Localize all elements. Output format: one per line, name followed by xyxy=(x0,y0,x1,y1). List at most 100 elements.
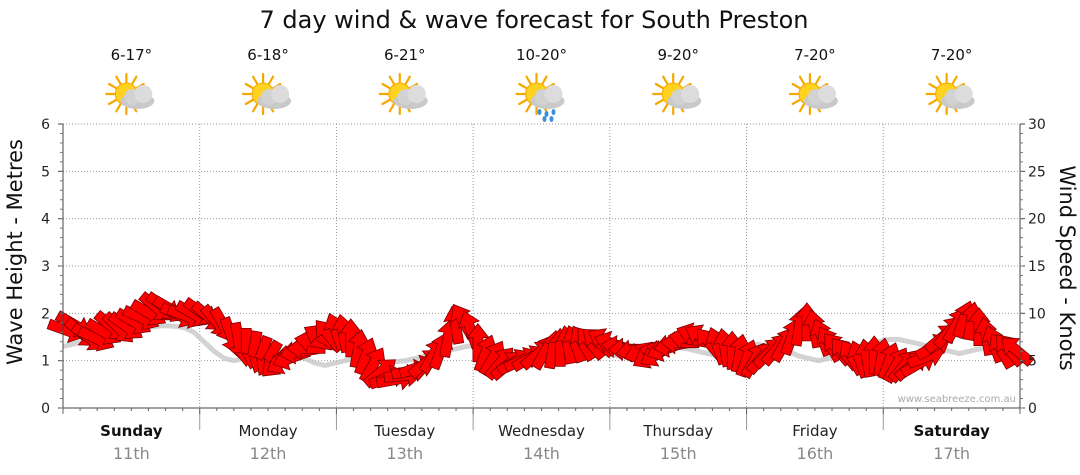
y-axis-right-ticks: 0 5 10 15 20 25 30 xyxy=(1020,117,1046,417)
cloud-puff xyxy=(544,85,563,103)
sun-ray xyxy=(935,103,942,113)
sun-ray xyxy=(404,75,411,85)
sun-ray xyxy=(131,75,138,85)
sun-ray xyxy=(388,103,395,113)
cloud-puff xyxy=(271,85,290,103)
y-right-tick-label: 30 xyxy=(1028,117,1046,133)
sun-ray xyxy=(798,103,806,113)
sun-ray xyxy=(798,75,806,85)
rain-drop xyxy=(542,116,547,122)
temperature-row: 6-17° 6-18° 6-21° 10-20° 9-20° 7-20° 7-20° xyxy=(111,46,973,64)
day-temperature: 6-21° xyxy=(384,46,426,64)
rain-drop xyxy=(544,111,549,117)
day-name-label: Tuesday xyxy=(373,422,435,440)
y-left-tick-label: 4 xyxy=(41,212,50,228)
cloud-puff xyxy=(817,85,836,103)
rain-drop xyxy=(551,109,556,115)
day-date-label: 17th xyxy=(933,444,970,463)
y-right-tick-label: 20 xyxy=(1028,212,1046,228)
sun-ray xyxy=(388,75,395,85)
sun-ray xyxy=(267,75,275,85)
day-name-label: Friday xyxy=(792,422,838,440)
weather-icon-row xyxy=(105,72,975,122)
sun-ray xyxy=(935,75,942,85)
day-date-label: 11th xyxy=(113,444,150,463)
day-name-label: Thursday xyxy=(642,422,713,440)
rain-drop xyxy=(549,116,554,122)
sun-ray xyxy=(662,103,669,113)
cloud-puff xyxy=(407,85,426,103)
cloud-puff xyxy=(134,85,153,103)
cloud-puff xyxy=(954,85,973,103)
y-axis-left-title: Wave Height - Metres xyxy=(3,139,27,365)
y-left-tick-label: 0 xyxy=(41,401,50,417)
sun-ray xyxy=(381,98,391,106)
watermark: www.seabreeze.com.au xyxy=(898,394,1016,405)
day-temperature: 6-17° xyxy=(111,46,153,64)
y-left-tick-label: 1 xyxy=(41,354,50,370)
y-left-tick-label: 6 xyxy=(41,117,50,133)
sun-ray xyxy=(115,75,122,85)
day-name-label: Wednesday xyxy=(498,422,585,440)
day-date-label: 13th xyxy=(386,444,423,463)
sun-ray xyxy=(251,75,259,85)
sun-ray xyxy=(928,98,938,106)
y-left-tick-label: 2 xyxy=(41,306,50,322)
chart-title: 7 day wind & wave forecast for South Pre… xyxy=(260,6,809,34)
axes xyxy=(62,124,1021,430)
partly-cloudy-icon xyxy=(105,72,155,116)
sun-ray xyxy=(951,75,958,85)
sun-ray xyxy=(791,82,801,90)
sun-ray xyxy=(518,98,528,106)
sun-ray xyxy=(654,82,664,90)
day-name-label: Sunday xyxy=(100,422,163,440)
y-right-tick-label: 15 xyxy=(1028,259,1046,275)
sun-ray xyxy=(525,103,532,113)
y-axis-left-ticks: 0 1 2 3 4 5 6 xyxy=(41,117,63,417)
y-left-tick-label: 5 xyxy=(41,164,50,180)
day-temperature: 10-20° xyxy=(516,46,567,64)
sun-ray xyxy=(107,98,118,106)
partly-cloudy-icon xyxy=(241,72,292,116)
partly-cloudy-icon xyxy=(378,72,428,116)
partly-cloudy-icon xyxy=(788,72,838,116)
day-date-label: 16th xyxy=(797,444,834,463)
day-date-label: 12th xyxy=(250,444,287,463)
sun-ray xyxy=(791,98,801,106)
partly-cloudy-icon xyxy=(925,72,975,116)
y-axis-right-title: Wind Speed - Knots xyxy=(1055,165,1079,370)
day-temperature: 9-20° xyxy=(657,46,699,64)
sun-ray xyxy=(814,75,822,85)
y-right-tick-label: 25 xyxy=(1028,164,1046,180)
y-right-tick-label: 5 xyxy=(1028,354,1037,370)
partly-cloudy-icon xyxy=(652,72,702,116)
sun-ray xyxy=(541,75,548,85)
day-temperature: 7-20° xyxy=(931,46,973,64)
wind-arrow-series xyxy=(46,291,1035,391)
sun-ray xyxy=(525,75,532,85)
day-temperature: 7-20° xyxy=(794,46,836,64)
day-labels: Sunday 11th Monday 12th Tuesday 13th Wednesday… xyxy=(100,422,990,463)
y-right-tick-label: 10 xyxy=(1028,306,1046,322)
day-date-label: 14th xyxy=(523,444,560,463)
sun-ray xyxy=(678,75,685,85)
rain-drop xyxy=(537,109,542,115)
sun-ray xyxy=(244,98,254,106)
showers-icon xyxy=(515,72,565,122)
y-right-tick-label: 0 xyxy=(1028,401,1037,417)
sun-ray xyxy=(518,82,528,90)
sun-ray xyxy=(115,103,122,113)
y-left-tick-label: 3 xyxy=(41,259,50,275)
wind-arrow xyxy=(1001,337,1035,367)
day-temperature: 6-18° xyxy=(247,46,289,64)
sun-ray xyxy=(654,98,664,106)
sun-ray xyxy=(928,82,938,90)
day-name-label: Monday xyxy=(238,422,297,440)
sun-ray xyxy=(244,82,254,90)
day-name-label: Saturday xyxy=(913,422,990,440)
sun-ray xyxy=(107,82,118,90)
cloud-puff xyxy=(681,85,700,103)
sun-ray xyxy=(662,75,669,85)
sun-ray xyxy=(381,82,391,90)
